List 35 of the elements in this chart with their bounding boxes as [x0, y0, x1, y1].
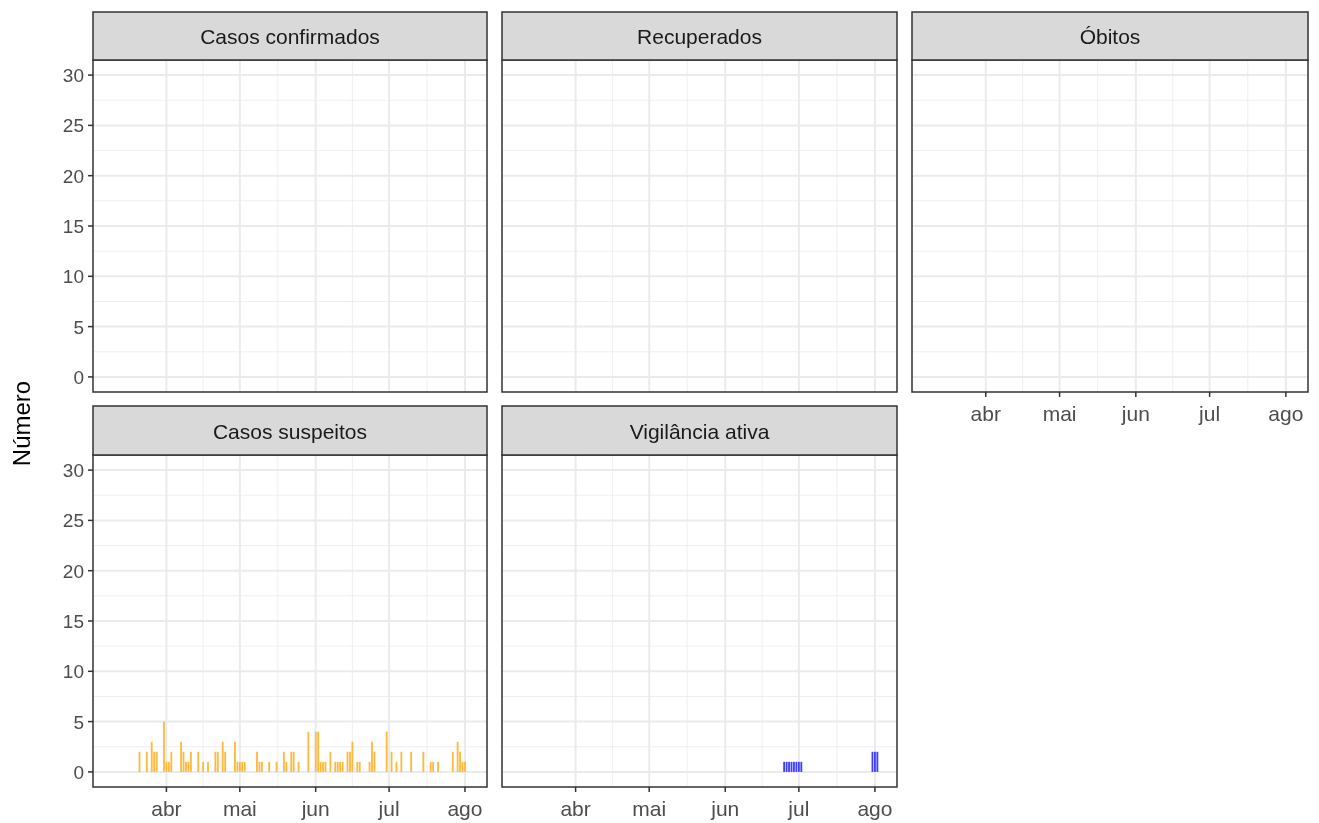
x-tick-label: abr	[151, 797, 182, 820]
x-tick-label: abr	[560, 797, 591, 820]
y-tick-label: 5	[73, 711, 84, 733]
y-axis-title: Número	[8, 380, 35, 467]
x-tick-label: abr	[970, 402, 1001, 425]
chart-title: Casos suspeitos	[212, 419, 368, 443]
chart-title: Vigilância ativa	[629, 419, 770, 443]
x-tick-label: mai	[1042, 402, 1077, 425]
x-tick-label: mai	[222, 797, 257, 820]
x-tick-label: ago	[857, 797, 893, 820]
y-tick-label: 25	[62, 115, 84, 137]
x-tick-label: jul	[787, 797, 810, 820]
y-tick-label: 5	[73, 316, 84, 338]
y-tick-label: 10	[62, 661, 84, 683]
x-tick-label: jun	[1120, 402, 1150, 425]
y-tick-label: 10	[62, 266, 84, 288]
y-tick-label: 20	[62, 165, 84, 187]
chart-title: Casos confirmados	[200, 25, 380, 48]
y-tick-label: 15	[62, 611, 84, 632]
y-tick-label: 0	[73, 761, 84, 783]
x-tick-label: jul	[1198, 402, 1221, 425]
y-tick-label: 25	[62, 510, 84, 532]
x-tick-label: ago	[1268, 402, 1304, 425]
y-tick-label: 20	[62, 560, 84, 582]
x-tick-label: jun	[300, 797, 330, 820]
y-tick-label: 30	[62, 65, 84, 87]
y-tick-label: 30	[62, 460, 84, 482]
x-tick-label: ago	[447, 797, 483, 820]
x-tick-label: mai	[632, 797, 667, 820]
x-tick-label: jul	[377, 797, 400, 820]
y-tick-label: 15	[62, 216, 84, 237]
chart-title: Recuperados	[637, 25, 762, 48]
y-tick-label: 0	[73, 366, 84, 388]
x-tick-label: jun	[710, 797, 740, 820]
chart-title: Óbitos	[1079, 25, 1141, 48]
